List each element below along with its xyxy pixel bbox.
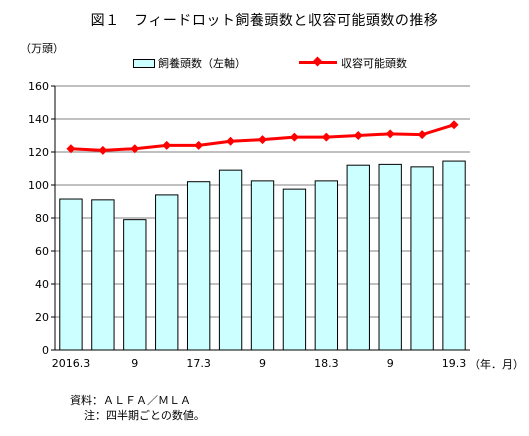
line-point [353, 131, 363, 140]
bar [250, 180, 275, 351]
bar [123, 219, 147, 351]
x-tick-label: 2016.3 [52, 357, 91, 370]
line-point [98, 145, 108, 155]
bar [410, 166, 434, 351]
line-point [385, 129, 395, 139]
bar [186, 181, 211, 351]
bar [155, 194, 179, 351]
legend: 飼養頭数（左軸） 収容可能頭数 [133, 55, 423, 75]
source-note: 資料：ＡＬＦＡ／ＭＬＡ [70, 394, 191, 407]
line-point [449, 120, 459, 130]
bar [314, 180, 339, 351]
bar [218, 169, 243, 351]
x-tick-label: 18.3 [314, 357, 339, 370]
bar [59, 198, 83, 351]
bar [91, 199, 115, 351]
legend-bar-swatch [133, 58, 155, 68]
line-point [66, 144, 76, 154]
line-point [130, 144, 140, 154]
line-point [162, 140, 172, 150]
bar [378, 163, 402, 351]
legend-line-label: 収容可能頭数 [341, 57, 407, 70]
x-tick-label: 19.3 [442, 357, 467, 370]
bar [442, 160, 466, 351]
x-tick-label: 17.3 [186, 357, 211, 370]
y-tick-label: 160 [28, 80, 49, 93]
legend-item-line: 収容可能頭数 [299, 55, 407, 71]
y-tick-label: 60 [35, 245, 49, 258]
y-tick-label: 20 [35, 311, 49, 324]
line-point [417, 130, 427, 140]
x-axis-unit: （年．月） [469, 358, 524, 371]
x-tick-label: 9 [259, 357, 266, 370]
footnote: 注：四半期ごとの数値。 [84, 409, 205, 422]
legend-line-swatch [299, 56, 337, 68]
y-tick-label: 120 [28, 146, 49, 159]
line-point [289, 132, 299, 142]
x-tick-label: 9 [387, 357, 394, 370]
y-tick-label: 40 [35, 278, 49, 291]
y-tick-label: 100 [28, 179, 49, 192]
chart-title: 図１ フィードロット飼養頭数と収容可能頭数の推移 [90, 13, 439, 29]
line-point [226, 136, 236, 146]
x-tick-label: 9 [131, 357, 138, 370]
notes: 資料：ＡＬＦＡ／ＭＬＡ 注：四半期ごとの数値。 [70, 393, 205, 423]
y-axis-unit: （万頭） [20, 42, 64, 55]
bar [346, 164, 370, 351]
legend-item-bar: 飼養頭数（左軸） [133, 55, 246, 71]
line-point [194, 140, 204, 150]
line-point [321, 132, 331, 142]
y-tick-label: 140 [28, 113, 49, 126]
legend-bar-label: 飼養頭数（左軸） [158, 57, 246, 70]
bar [282, 188, 307, 351]
y-tick-label: 0 [42, 344, 49, 357]
y-tick-label: 80 [35, 212, 49, 225]
line-point [258, 135, 267, 145]
